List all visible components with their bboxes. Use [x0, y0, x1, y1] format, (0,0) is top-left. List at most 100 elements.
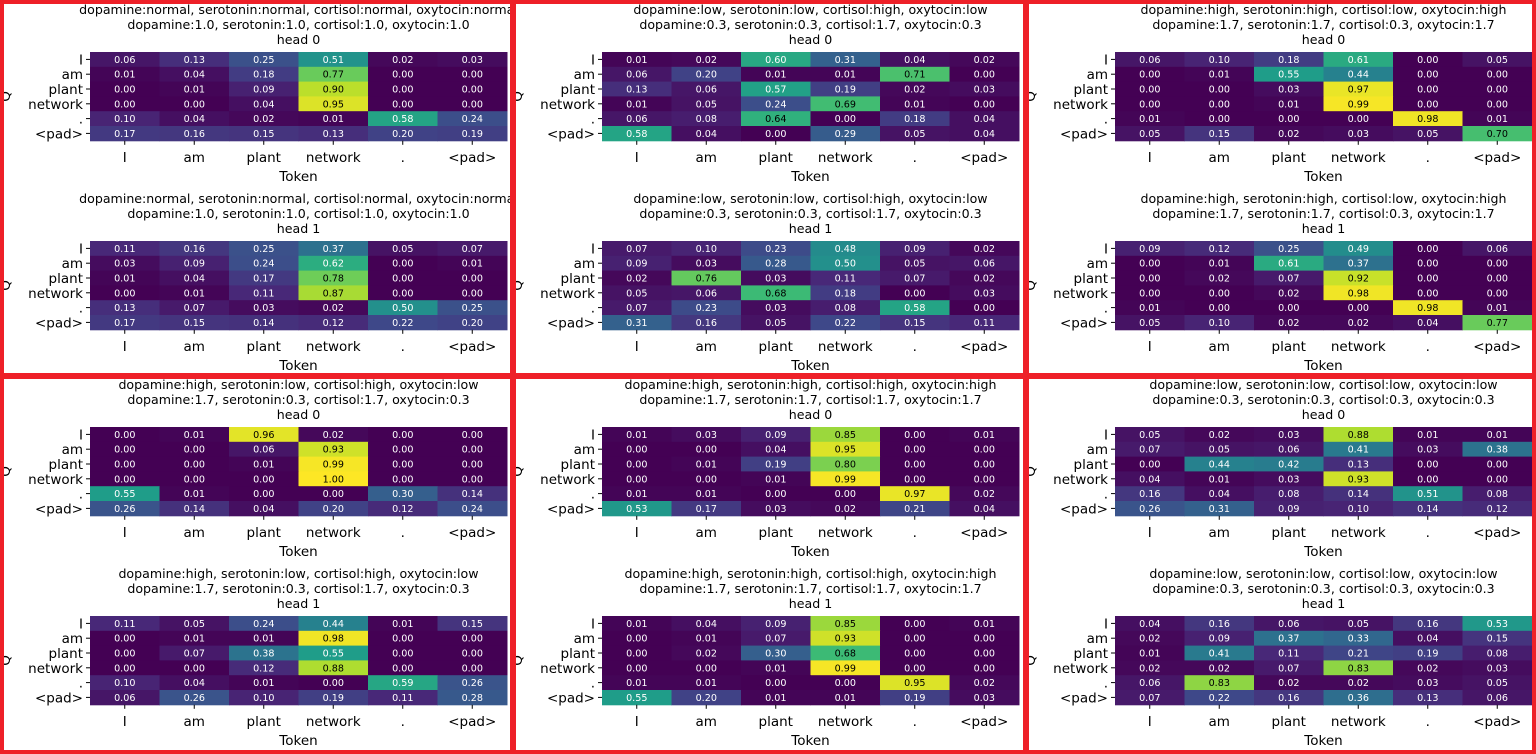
heatmap-cell: [949, 441, 1020, 458]
chart-title: dopamine:high, serotonin:low, cortisol:h…: [118, 566, 478, 581]
y-tick-label: plant: [49, 271, 83, 287]
cell-value-label: 0.00: [462, 649, 483, 660]
cell-value-label: 0.11: [392, 693, 413, 704]
heatmap-cell: [159, 81, 230, 97]
cell-value-label: 0.02: [1139, 663, 1160, 674]
heatmap-cell: [1462, 616, 1532, 632]
heatmap-cell: [1462, 630, 1532, 647]
cell-value-label: 0.06: [1487, 693, 1508, 704]
x-tick-label: network: [1331, 525, 1386, 541]
cell-value-label: 0.00: [392, 99, 413, 110]
heatmap-cell: [741, 96, 811, 112]
y-tick-label: plant: [561, 82, 595, 98]
x-tick-label: <pad>: [1473, 525, 1521, 541]
cell-value-label: 0.00: [974, 663, 995, 674]
x-tick-label: network: [818, 714, 873, 730]
y-tick-label: <pad>: [547, 501, 595, 517]
x-tick-label: network: [1331, 339, 1386, 355]
x-tick-label: network: [306, 150, 361, 166]
heatmap-cell: [90, 81, 160, 97]
cell-value-label: 0.77: [1487, 318, 1508, 329]
y-tick-label: I: [1104, 241, 1108, 257]
cell-value-label: 0.16: [1278, 693, 1299, 704]
cell-value-label: 0.00: [184, 474, 205, 485]
heatmap-panel-svg: dopamine:high, serotonin:low, cortisol:h…: [4, 379, 508, 749]
cell-value-label: 0.06: [114, 693, 135, 704]
heatmap-cell: [741, 616, 811, 632]
heatmap-cell: [880, 126, 950, 142]
cell-value-label: 0.13: [626, 85, 647, 96]
cell-value-label: 0.07: [1278, 274, 1299, 285]
x-tick-label: I: [635, 525, 639, 541]
cell-value-label: 0.60: [765, 55, 786, 66]
heatmap-cell: [741, 255, 811, 272]
cell-value-label: 0.01: [626, 99, 647, 110]
heatmap-cell: [368, 690, 438, 706]
cell-value-label: 0.00: [904, 619, 925, 630]
cell-value-label: 0.17: [114, 318, 135, 329]
heatmap-cell: [368, 675, 438, 691]
y-tick-label: I: [591, 241, 595, 257]
heatmap-cell: [1115, 427, 1185, 443]
heatmap-cell: [671, 630, 742, 647]
x-axis-label: Token: [278, 169, 317, 185]
cell-value-label: 0.08: [1487, 489, 1508, 500]
cell-value-label: 0.12: [253, 663, 274, 674]
cell-value-label: 0.19: [904, 693, 925, 704]
cell-value-label: 0.93: [1348, 474, 1369, 485]
cell-value-label: 0.00: [114, 430, 135, 441]
x-axis-label: Token: [1303, 169, 1342, 185]
x-axis-label: Token: [790, 733, 829, 749]
heatmap-cell: [1184, 315, 1255, 331]
heatmap-cell: [741, 645, 811, 661]
y-tick-label: <pad>: [547, 126, 595, 142]
heatmap-cell: [602, 52, 672, 68]
cell-value-label: 0.04: [1417, 634, 1438, 645]
cell-value-label: 0.04: [253, 504, 274, 515]
heatmap-cell: [671, 255, 742, 272]
heatmap-cell: [437, 96, 508, 112]
heatmap-cell: [1254, 315, 1324, 331]
heatmap-cell: [810, 690, 881, 706]
cell-value-label: 0.55: [1278, 70, 1299, 81]
cell-value-label: 0.00: [696, 474, 717, 485]
heatmap-cell: [159, 126, 230, 142]
heatmap-cell: [298, 441, 369, 458]
chart-subtitle: dopamine:0.3, serotonin:0.3, cortisol:0.…: [1152, 581, 1494, 596]
heatmap-cell: [880, 456, 950, 472]
heatmap-cell: [229, 315, 299, 331]
cell-value-label: 0.16: [1139, 489, 1160, 500]
heatmap-panel-4: dopamine:high, serotonin:high, cortisol:…: [512, 375, 1027, 754]
heatmap-cell: [1393, 300, 1463, 316]
heatmap-cell: [1323, 270, 1394, 286]
heatmap-cell: [90, 486, 160, 502]
heatmap-cell: [1462, 315, 1532, 331]
heatmap-cell: [602, 241, 672, 257]
x-axis-label: Token: [1303, 358, 1342, 373]
cell-value-label: 0.19: [1417, 649, 1438, 660]
heatmap-cell: [1184, 81, 1255, 97]
y-tick-label: network: [1053, 97, 1108, 113]
cell-value-label: 0.00: [462, 288, 483, 299]
cell-value-label: 0.58: [626, 129, 647, 140]
chart-title: dopamine:low, serotonin:low, cortisol:hi…: [633, 4, 987, 17]
cell-value-label: 0.83: [1348, 663, 1369, 674]
heatmap-panel-svg: dopamine:high, serotonin:high, cortisol:…: [1029, 4, 1532, 373]
cell-value-label: 0.00: [1278, 303, 1299, 314]
heatmap-cell: [1184, 126, 1255, 142]
y-tick-label: network: [28, 661, 83, 677]
cell-value-label: 0.37: [323, 244, 344, 255]
heatmap-cell: [880, 52, 950, 68]
x-axis-label: Token: [278, 544, 317, 560]
heatmap-cell: [741, 241, 811, 257]
cell-value-label: 0.78: [323, 274, 344, 285]
heatmap-cell: [368, 111, 438, 127]
cell-value-label: 0.00: [626, 663, 647, 674]
y-tick-label: network: [1053, 286, 1108, 302]
heatmap-cell: [368, 315, 438, 331]
heatmap-cell: [1323, 690, 1394, 706]
cell-value-label: 0.03: [1278, 430, 1299, 441]
heatmap-cell: [810, 241, 881, 257]
y-tick-label: I: [79, 616, 83, 632]
cell-value-label: 0.03: [765, 274, 786, 285]
